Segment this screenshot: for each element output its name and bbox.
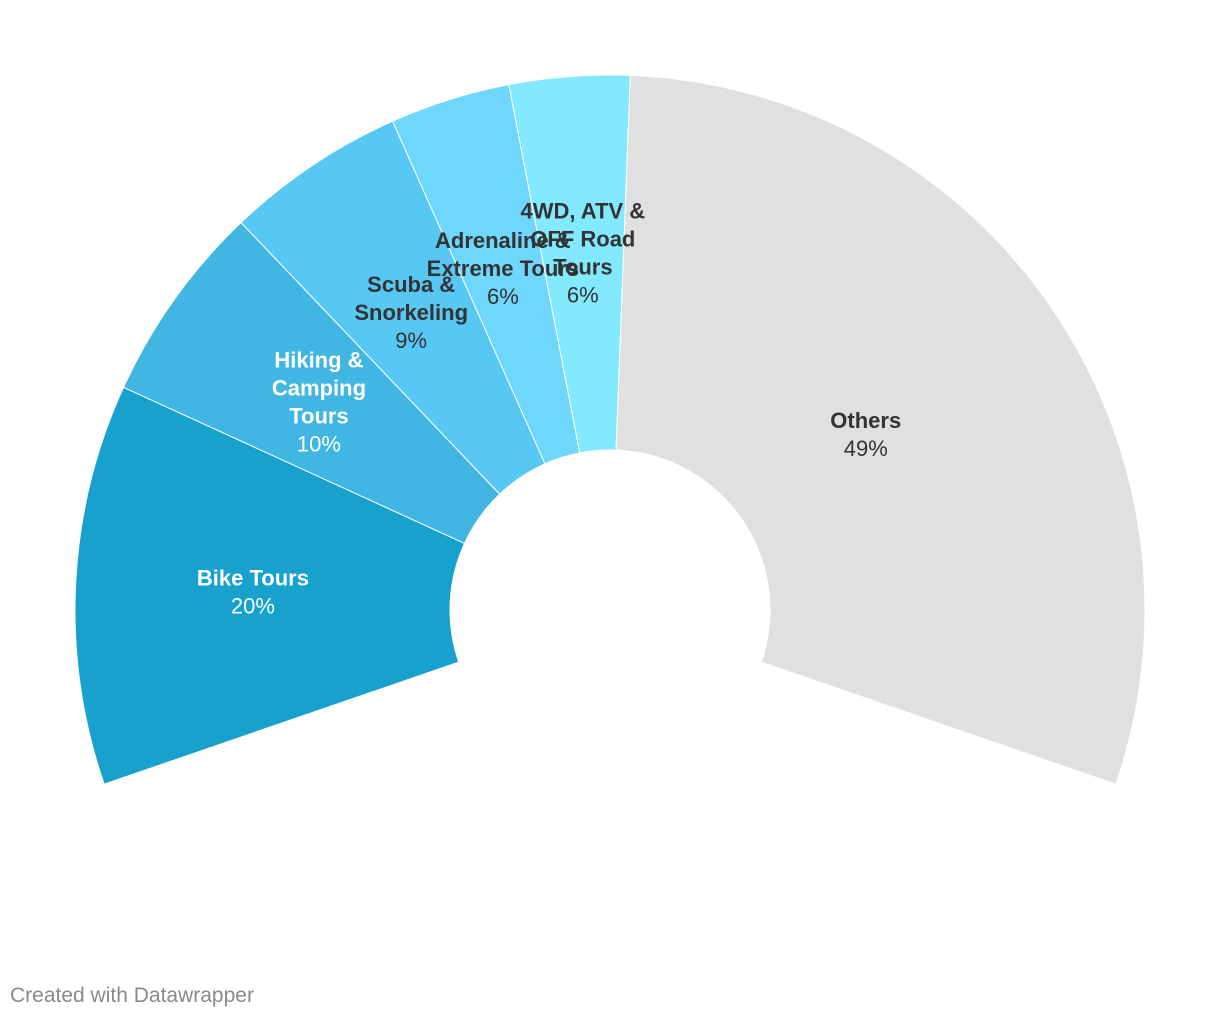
slice-value-label: 9% bbox=[395, 328, 427, 353]
slice-hiking-camping-tours[interactable] bbox=[122, 221, 501, 545]
slice-value-label: 49% bbox=[844, 436, 888, 461]
slice-value-label: 20% bbox=[231, 594, 275, 619]
slice-value-label: 6% bbox=[567, 283, 599, 308]
slice-others[interactable] bbox=[615, 74, 1146, 785]
slice-label-line: Scuba & bbox=[367, 272, 455, 297]
slice-value-label: 6% bbox=[487, 284, 519, 309]
slice-label-line: OFF Road bbox=[530, 227, 635, 252]
slice-label-bike-tours: Bike Tours 20% bbox=[197, 566, 309, 619]
chart-slices bbox=[74, 74, 1146, 785]
slice-label-line: Others bbox=[830, 408, 901, 433]
slice-label-scuba-snorkeling: Scuba & Snorkeling 9% bbox=[354, 272, 468, 353]
slice-label-line: 4WD, ATV & bbox=[520, 199, 645, 224]
slice-label-line: Hiking & bbox=[274, 347, 363, 372]
slice-label-line: Snorkeling bbox=[354, 300, 468, 325]
slice-label-adrenaline-extreme-tours: Adrenaline & Extreme Tours 6% bbox=[427, 228, 579, 309]
slice-value-label: 10% bbox=[297, 431, 341, 456]
slice-label-line: Tours bbox=[289, 403, 348, 428]
slice-label-line: Adrenaline & bbox=[435, 228, 571, 253]
half-donut-chart: Bike Tours 20% Hiking & Camping Tours 10% Scub… bbox=[74, 74, 1146, 785]
slice-label-line: Camping bbox=[272, 375, 366, 400]
slice-label-line: Extreme Tours bbox=[427, 256, 579, 281]
slice-label-others: Others 49% bbox=[830, 408, 901, 461]
chart-labels: Bike Tours 20% Hiking & Camping Tours 10% Scub… bbox=[197, 199, 901, 619]
slice-label-hiking-camping-tours: Hiking & Camping Tours 10% bbox=[272, 347, 366, 456]
slice-label-4wd-atv-off-road-tours: 4WD, ATV & OFF Road Tours 6% bbox=[520, 199, 645, 308]
slice-bike-tours[interactable] bbox=[74, 386, 466, 785]
slice-label-line: Bike Tours bbox=[197, 566, 309, 591]
slice-label-line: Tours bbox=[553, 255, 612, 280]
footer-credit: Created with Datawrapper bbox=[10, 984, 254, 1007]
